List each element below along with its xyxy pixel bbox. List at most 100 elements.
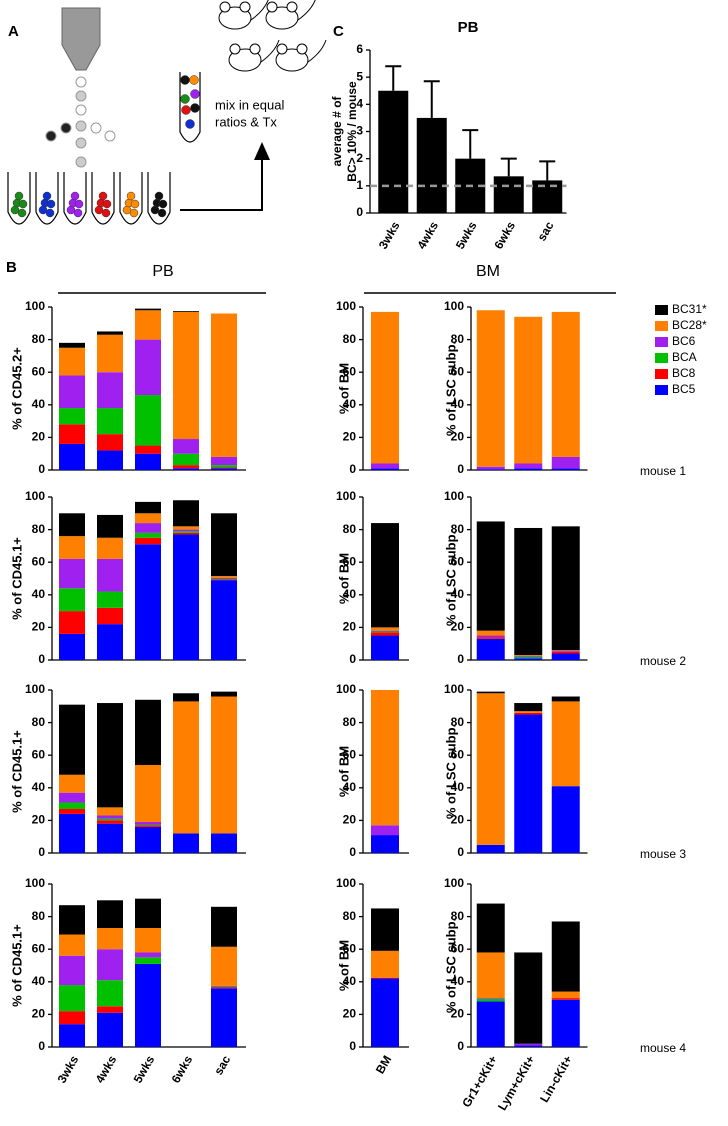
bar-segment	[514, 316, 543, 464]
bar-segment	[371, 632, 399, 636]
bar-segment	[97, 807, 123, 816]
y-tick-label: 3	[356, 124, 363, 138]
y-tick-label: 40	[343, 974, 357, 988]
legend-swatch	[655, 369, 668, 379]
bar-segment	[173, 453, 199, 466]
y-tick-label: 100	[336, 876, 356, 890]
mouse-ear	[276, 43, 288, 55]
y-tick-label: 20	[451, 430, 465, 444]
y-tick-label: 0	[38, 652, 45, 666]
y-tick-label: 80	[451, 909, 465, 923]
bar-segment	[476, 998, 505, 1002]
bar-segment	[59, 408, 85, 425]
bar-segment	[135, 445, 161, 454]
bar-segment	[135, 395, 161, 446]
bar-segment	[173, 526, 199, 530]
bar-segment	[551, 456, 580, 469]
bar-segment	[551, 468, 580, 470]
bar-segment	[514, 655, 543, 657]
bar-segment	[371, 835, 399, 853]
y-tick-label: 2	[356, 151, 363, 165]
y-tick-label: 0	[38, 462, 45, 476]
bar-segment	[551, 921, 580, 992]
bar-segment	[97, 450, 123, 470]
y-tick-label: 40	[32, 587, 46, 601]
mouse-ear	[266, 1, 278, 13]
y-tick-label: 1	[356, 178, 363, 192]
bar-segment	[135, 310, 161, 340]
bar-segment	[135, 957, 161, 964]
cell	[190, 103, 200, 113]
y-tick-label: 5	[356, 69, 363, 83]
bar-segment	[97, 372, 123, 409]
cell	[45, 208, 55, 218]
bar-segment	[211, 833, 237, 853]
cell	[154, 191, 164, 201]
bar-segment	[476, 952, 505, 999]
bar-segment	[211, 579, 237, 581]
bar-segment	[59, 955, 85, 986]
x-tick-label: 3wks	[55, 1053, 82, 1086]
bar-segment	[211, 513, 237, 577]
bar-segment	[371, 690, 399, 826]
bar-segment	[371, 978, 399, 1047]
bar-segment	[173, 534, 199, 660]
y-tick-label: 4	[356, 97, 363, 111]
bar-segment	[135, 822, 161, 825]
bar-segment	[59, 905, 85, 935]
y-tick-label: 20	[343, 1007, 357, 1021]
y-tick-label: 60	[32, 364, 46, 378]
y-tick-label: 6	[356, 42, 363, 56]
y-axis-label: % of CD45.1+	[9, 730, 24, 813]
cell	[180, 75, 190, 85]
mice	[218, 0, 327, 72]
bar-segment	[551, 991, 580, 999]
y-tick-label: 40	[32, 974, 46, 988]
bar-segment	[97, 558, 123, 592]
bar-segment	[514, 468, 543, 470]
y-axis-label: BC> 10% / mouse	[345, 81, 359, 182]
bar-segment	[476, 998, 505, 999]
bar-segment	[211, 465, 237, 468]
bar-segment	[97, 334, 123, 373]
bar-segment	[173, 701, 199, 834]
bar-segment	[514, 658, 543, 660]
bar-segment	[211, 988, 237, 1047]
bar-segment	[551, 701, 580, 787]
bar-segment	[476, 844, 505, 853]
bar-segment	[476, 630, 505, 636]
bar-segment	[97, 820, 123, 824]
legend-swatch	[655, 337, 668, 347]
cell	[130, 199, 140, 209]
x-tick-label: 4wks	[414, 219, 441, 252]
y-tick-label: 0	[349, 462, 356, 476]
y-tick-label: 40	[343, 397, 357, 411]
bar-segment	[371, 631, 399, 633]
bar-segment	[551, 650, 580, 652]
legend-label: BC31*	[672, 302, 707, 316]
y-tick-label: 0	[38, 845, 45, 859]
bar-segment	[135, 339, 161, 396]
y-tick-label: 100	[336, 299, 356, 313]
bar-segment	[211, 946, 237, 986]
cell	[157, 208, 167, 218]
row-label: mouse 1	[640, 464, 686, 478]
mouse-ear	[229, 43, 241, 55]
bar-segment	[173, 439, 199, 454]
bar-segment	[59, 633, 85, 660]
row-label: mouse 2	[640, 654, 686, 668]
mouse-body	[275, 48, 309, 72]
bar-segment	[476, 693, 505, 845]
bar-segment	[135, 826, 161, 853]
mouse-ear	[296, 43, 308, 55]
bar-segment	[476, 691, 505, 694]
bar-segment	[476, 521, 505, 631]
legend-label: BC8	[672, 366, 696, 380]
legend-swatch	[655, 385, 668, 395]
chart-title: PB	[458, 19, 479, 36]
bar-segment	[59, 774, 85, 793]
y-tick-label: 60	[343, 747, 357, 761]
bar-segment	[514, 711, 543, 713]
bar-segment	[211, 577, 237, 579]
mouse-ear	[219, 1, 231, 13]
